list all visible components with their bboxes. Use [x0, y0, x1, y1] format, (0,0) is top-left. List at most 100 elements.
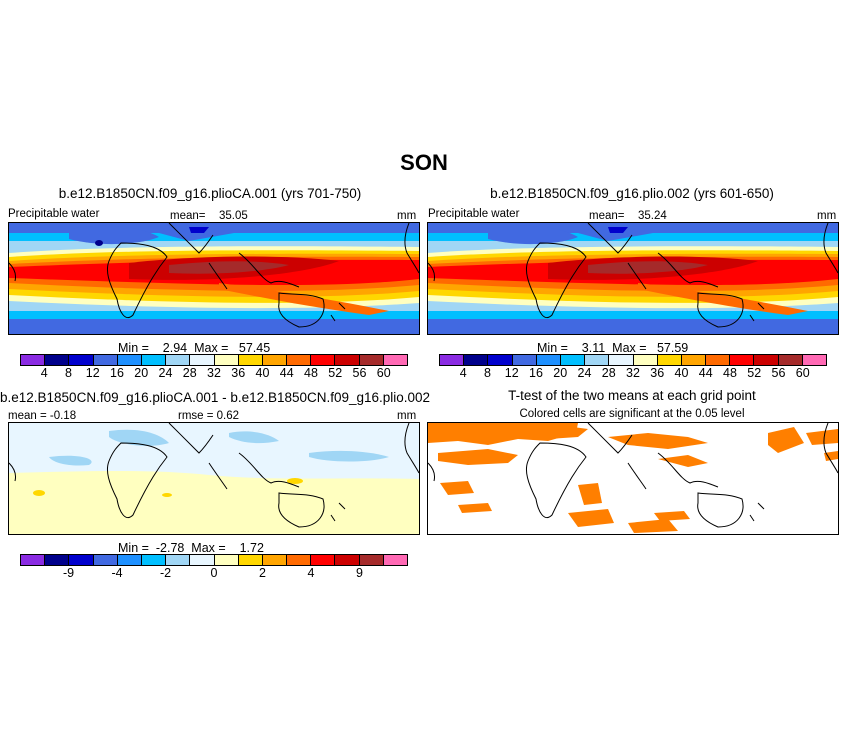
colorbar-swatch: [359, 355, 384, 365]
colorbar-swatch: [117, 555, 142, 565]
colorbar-tick-label: 56: [352, 366, 367, 380]
colorbar-swatch: [488, 355, 513, 365]
panel1-colorbar-ticks: 4 8 12 16 20 24 28 32 36 40 44 48 52 56 60: [20, 366, 408, 382]
colorbar-tick-label: 0: [210, 566, 218, 580]
colorbar-swatch: [93, 355, 118, 365]
panel4-ttest-map: [427, 422, 839, 535]
panel3-title-text: b.e12.B1850CN.f09_g16.plioCA.001 - b.e12…: [0, 390, 431, 405]
colorbar-tick-label: 8: [65, 366, 72, 380]
significant-cell: [654, 511, 690, 521]
panel2-colorbar-ticks: 4 8 12 16 20 24 28 32 36 40 44 48 52 56 60: [439, 366, 827, 382]
colorbar-swatch: [778, 355, 803, 365]
colorbar-swatch: [657, 355, 682, 365]
colorbar-swatch: [287, 555, 312, 565]
colorbar-swatch: [21, 355, 46, 365]
panel2-mean-value: 35.24: [638, 210, 667, 222]
colorbar-swatch: [45, 555, 70, 565]
panel1-precip-map: [8, 222, 420, 335]
colorbar-swatch: [141, 355, 167, 365]
panel1-colorbar: [20, 354, 408, 366]
colorbar-swatch: [560, 355, 586, 365]
colorbar-swatch: [335, 355, 360, 365]
significant-cell: [628, 519, 678, 533]
colorbar-swatch: [802, 355, 826, 365]
colorbar-tick-label: 4: [307, 566, 315, 580]
colorbar-swatch: [536, 355, 561, 365]
colorbar-swatch: [311, 555, 336, 565]
colorbar-swatch: [214, 355, 239, 365]
significant-cell: [578, 483, 602, 505]
colorbar-tick-label: 44: [279, 366, 294, 380]
colorbar-tick-label: 20: [553, 366, 568, 380]
colorbar-tick-label: 9: [356, 566, 363, 580]
panel3-colorbar: [20, 554, 408, 566]
colorbar-tick-label: -9: [62, 566, 75, 580]
colorbar-tick-label: 24: [577, 366, 592, 380]
significant-cell: [528, 425, 588, 439]
panel3-rmse: rmse = 0.62: [178, 410, 240, 422]
colorbar-tick-label: 20: [134, 366, 149, 380]
panel3-title: b.e12.B1850CN.f09_g16.plioCA.001 - b.e12…: [0, 390, 438, 405]
significant-cell: [806, 429, 838, 445]
colorbar-swatch: [69, 355, 94, 365]
panel1-minmax: Min = 2.94 Max = 57.45: [118, 341, 271, 355]
panel2-mean-label: mean=: [589, 210, 625, 222]
colorbar-swatch: [287, 355, 312, 365]
colorbar-swatch: [190, 555, 215, 565]
colorbar-swatch: [464, 355, 489, 365]
panel3-units: mm: [397, 410, 417, 422]
colorbar-tick-label: 4: [459, 366, 467, 380]
colorbar-tick-label: 24: [158, 366, 173, 380]
colorbar-tick-label: 48: [304, 366, 318, 380]
panel4-subtitle: Colored cells are significant at the 0.0…: [519, 408, 745, 420]
colorbar-swatch: [262, 555, 288, 565]
colorbar-swatch: [359, 555, 384, 565]
panel4-title: T-test of the two means at each grid poi…: [508, 388, 756, 403]
colorbar-tick-label: 36: [231, 366, 246, 380]
colorbar-swatch: [190, 355, 215, 365]
colorbar-swatch: [69, 555, 94, 565]
significant-cell: [458, 503, 492, 513]
colorbar-swatch: [311, 355, 336, 365]
colorbar-swatch: [383, 355, 407, 365]
significant-cell: [568, 509, 614, 527]
colorbar-swatch: [633, 355, 658, 365]
colorbar-swatch: [93, 555, 118, 565]
colorbar-swatch: [238, 355, 263, 365]
colorbar-tick-label: -4: [111, 566, 123, 580]
colorbar-swatch: [166, 555, 191, 565]
colorbar-swatch: [512, 355, 537, 365]
colorbar-tick-label: 56: [771, 366, 786, 380]
colorbar-tick-label: 16: [529, 366, 543, 380]
panel3-mean: mean = -0.18: [8, 410, 77, 422]
colorbar-tick-label: 28: [601, 366, 616, 380]
panel3-difference-map: [8, 422, 420, 535]
panel3-colorbar-ticks: -9 -4 -2 0 2 4 9: [20, 566, 408, 582]
colorbar-tick-label: 12: [85, 366, 100, 380]
colorbar-tick-label: 52: [747, 366, 762, 380]
significant-cell: [440, 481, 474, 495]
colorbar-swatch: [117, 355, 142, 365]
colorbar-swatch: [335, 555, 360, 565]
figure-title: SON: [400, 150, 448, 175]
colorbar-tick-label: -2: [159, 566, 172, 580]
colorbar-tick-label: 28: [182, 366, 197, 380]
panel1-mean-value: 35.05: [219, 210, 248, 222]
colorbar-swatch: [141, 555, 167, 565]
panel1-title: b.e12.B1850CN.f09_g16.plioCA.001 (yrs 70…: [58, 186, 362, 201]
colorbar-swatch: [609, 355, 634, 365]
colorbar-swatch: [754, 355, 779, 365]
colorbar-swatch: [440, 355, 465, 365]
panel2-units: mm: [817, 210, 837, 222]
colorbar-tick-label: 48: [723, 366, 737, 380]
colorbar-tick-label: 8: [484, 366, 491, 380]
panel1-units: mm: [397, 210, 417, 222]
panel1-mean-label: mean=: [170, 210, 206, 222]
colorbar-swatch: [166, 355, 191, 365]
colorbar-tick-label: 44: [698, 366, 713, 380]
colorbar-swatch: [21, 555, 46, 565]
significant-cell: [438, 449, 518, 465]
panel1-variable-label: Precipitable water: [8, 208, 100, 220]
significant-cell: [768, 427, 804, 453]
significant-cell: [608, 433, 708, 449]
